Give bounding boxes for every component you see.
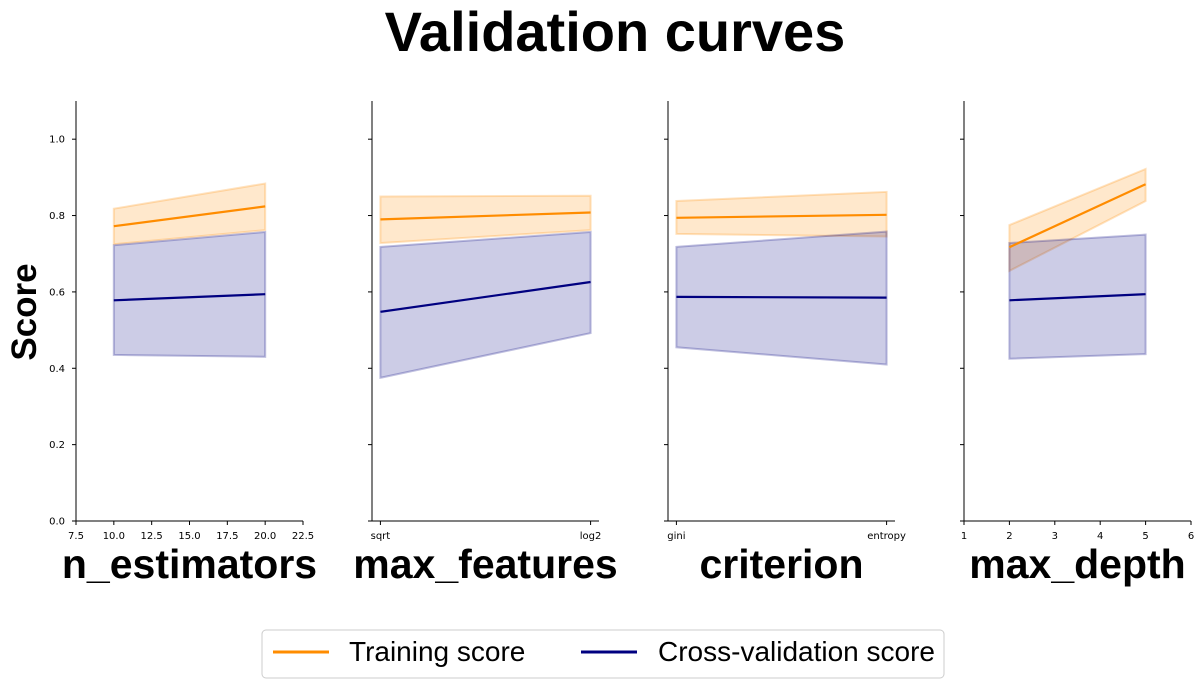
- legend-label-training: Training score: [349, 636, 525, 667]
- training-score-band: [112, 182, 267, 246]
- y-tick-label: 0.4: [49, 364, 65, 375]
- x-tick-label: 4: [1097, 531, 1103, 542]
- x-tick-label: 17.5: [216, 531, 238, 542]
- subplot-criterion: gini entropy criterion: [664, 101, 906, 587]
- subplot-n-estimators: 0.0 0.2 0.4 0.6 0.8 1.0 7.5 10.0 12.5 15.0 17.5 20.…: [49, 101, 317, 587]
- figure-title: Validation curves: [385, 0, 846, 63]
- x-tick-label: 10.0: [103, 531, 125, 542]
- x-axis-label: criterion: [699, 541, 863, 587]
- training-score-band: [675, 190, 888, 238]
- cross-validation-score-line: [676, 295, 887, 299]
- training-score-line: [676, 213, 887, 219]
- training-score-band: [379, 194, 592, 245]
- x-tick-label: 7.5: [68, 531, 84, 542]
- x-axis-label: max_depth: [969, 541, 1185, 587]
- x-tick-label: 3: [1052, 531, 1058, 542]
- x-tick-label: 20.0: [254, 531, 276, 542]
- y-tick-label: 0.0: [49, 517, 65, 528]
- legend-frame: [261, 629, 945, 679]
- cross-validation-score-band: [112, 230, 267, 358]
- x-axis-label: max_features: [353, 541, 617, 587]
- x-tick-label: 5: [1142, 531, 1148, 542]
- legend: Training score Cross-validation score: [261, 629, 945, 679]
- y-tick-label: 1.0: [49, 135, 65, 146]
- x-tick-label: 15.0: [178, 531, 200, 542]
- y-tick-label: 0.6: [49, 287, 65, 298]
- training-score-line: [113, 205, 266, 228]
- subplot-panels: 0.0 0.2 0.4 0.6 0.8 1.0 7.5 10.0 12.5 15.0 17.5 20.…: [49, 101, 1194, 587]
- x-tick-label: log2: [580, 531, 602, 542]
- x-tick-label: gini: [667, 531, 685, 542]
- cross-validation-score-line: [113, 293, 266, 302]
- legend-label-cross-validation: Cross-validation score: [658, 636, 935, 667]
- training-score-line: [380, 211, 591, 221]
- cross-validation-score-line: [380, 280, 591, 313]
- training-score-line: [1008, 183, 1147, 249]
- y-tick-label: 0.8: [49, 211, 65, 222]
- x-tick-label: 2: [1006, 531, 1012, 542]
- x-axis-label: n_estimators: [62, 541, 317, 587]
- x-tick-label: 1: [961, 531, 967, 542]
- x-tick-label: entropy: [867, 531, 906, 542]
- x-tick-label: 12.5: [141, 531, 163, 542]
- x-tick-label: 22.5: [292, 531, 314, 542]
- y-tick-label: 0.2: [49, 440, 65, 451]
- x-tick-label: sqrt: [371, 531, 391, 542]
- training-score-band: [1008, 167, 1147, 273]
- cross-validation-score-line: [1009, 293, 1146, 302]
- cross-validation-score-band: [379, 230, 592, 380]
- y-axis-label: Score: [5, 263, 44, 360]
- x-tick-label: 6: [1188, 531, 1194, 542]
